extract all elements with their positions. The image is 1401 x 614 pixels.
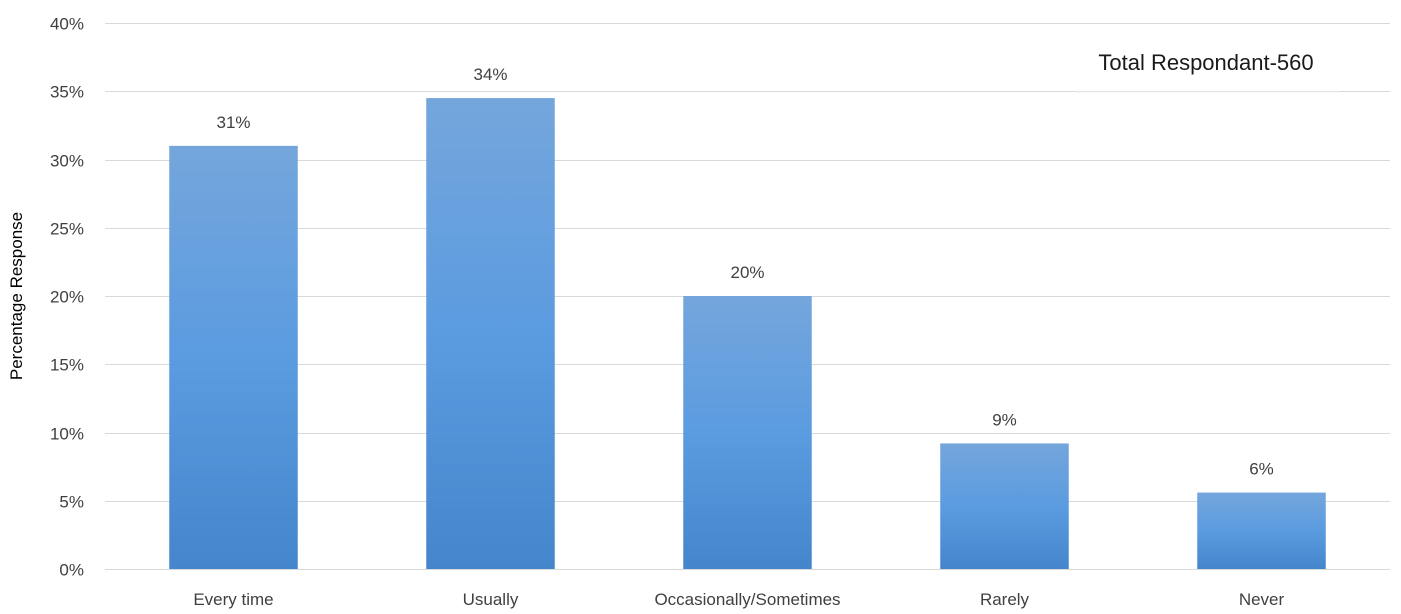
bars bbox=[169, 98, 1326, 569]
y-tick-label: 15% bbox=[50, 356, 84, 375]
y-tick-label: 20% bbox=[50, 288, 84, 307]
x-category-label: Never bbox=[1239, 590, 1285, 609]
x-category-label: Occasionally/Sometimes bbox=[654, 590, 840, 609]
bar bbox=[169, 145, 298, 569]
y-axis-title: Percentage Response bbox=[7, 212, 26, 380]
y-tick-label: 40% bbox=[50, 15, 84, 34]
y-tick-label: 10% bbox=[50, 425, 84, 444]
bar bbox=[1197, 492, 1326, 569]
x-category-label: Rarely bbox=[980, 590, 1030, 609]
bar-data-label: 31% bbox=[216, 113, 250, 132]
y-axis-tick-labels: 0% 5% 10% 15% 20% 25% 30% 35% 40% bbox=[50, 15, 84, 580]
bar-data-label: 6% bbox=[1249, 460, 1274, 479]
bar bbox=[683, 296, 812, 569]
y-tick-label: 5% bbox=[59, 493, 84, 512]
bar bbox=[426, 98, 555, 569]
bar bbox=[940, 443, 1069, 569]
y-tick-label: 25% bbox=[50, 220, 84, 239]
x-axis-category-labels: Every time Usually Occasionally/Sometimes R… bbox=[193, 590, 1284, 609]
bar-data-label: 34% bbox=[473, 65, 507, 84]
data-labels: 31% 34% 20% 9% 6% bbox=[216, 65, 1273, 478]
y-tick-label: 35% bbox=[50, 83, 84, 102]
x-category-label: Every time bbox=[193, 590, 273, 609]
bar-data-label: 9% bbox=[992, 410, 1017, 429]
total-respondents-annotation: Total Respondant-560 bbox=[1098, 50, 1313, 75]
y-tick-label: 0% bbox=[59, 561, 84, 580]
x-category-label: Usually bbox=[463, 590, 519, 609]
y-tick-label: 30% bbox=[50, 152, 84, 171]
bar-data-label: 20% bbox=[730, 263, 764, 282]
